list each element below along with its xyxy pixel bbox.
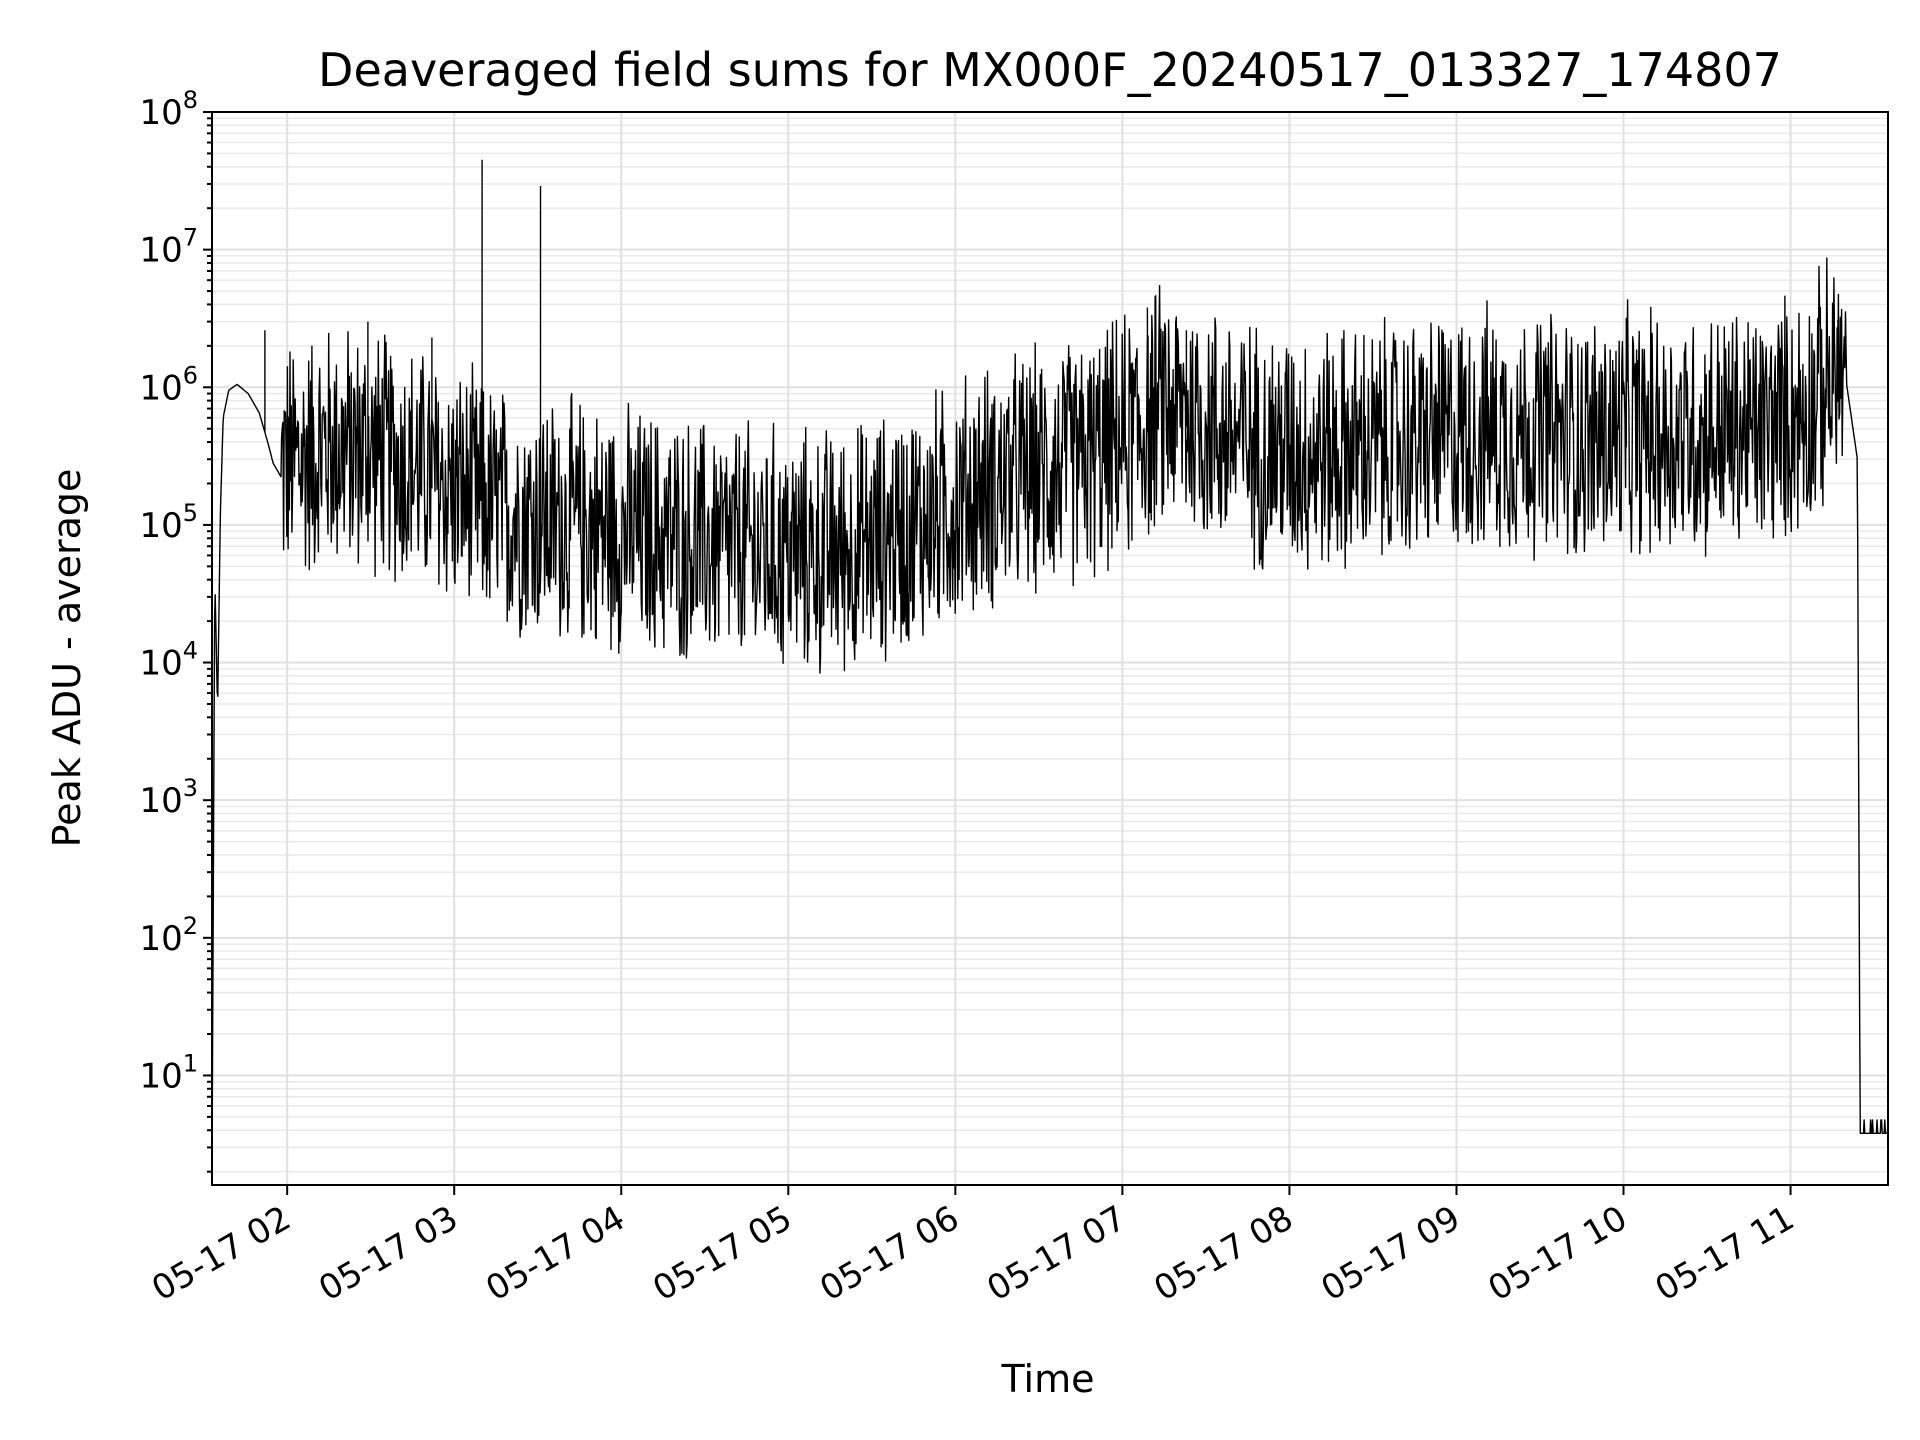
y-tick-label: 105 <box>139 499 198 546</box>
series-line <box>211 159 1889 1186</box>
y-tick-label: 101 <box>139 1049 198 1096</box>
y-axis-label: Peak ADU - average <box>45 469 89 848</box>
x-tick-label: 05-17 07 <box>980 1198 1132 1309</box>
x-tick-label: 05-17 09 <box>1315 1198 1467 1309</box>
x-tick-label: 05-17 04 <box>479 1198 631 1309</box>
x-tick-label: 05-17 06 <box>813 1198 965 1309</box>
x-tick-label: 05-17 11 <box>1649 1198 1801 1309</box>
series-layer <box>211 159 1889 1186</box>
x-tick-label: 05-17 08 <box>1148 1198 1300 1309</box>
x-tick-label: 05-17 10 <box>1482 1198 1634 1309</box>
y-tick-label: 103 <box>139 774 198 821</box>
y-tick-label: 108 <box>139 86 198 133</box>
grid <box>212 111 1888 1185</box>
y-tick-label: 104 <box>139 637 198 684</box>
x-tick-label: 05-17 02 <box>145 1198 297 1309</box>
y-tick-label: 106 <box>139 361 198 408</box>
y-tick-label: 107 <box>139 224 198 271</box>
y-tick-label: 102 <box>139 912 198 959</box>
x-axis-label: Time <box>1001 1357 1095 1401</box>
plot-frame <box>211 111 1889 1186</box>
x-tick-label: 05-17 03 <box>312 1198 464 1309</box>
chart-title: Deaveraged field sums for MX000F_2024051… <box>318 43 1782 97</box>
x-tick-label: 05-17 05 <box>646 1198 798 1309</box>
axis-ticks: 101 102 103 104 105 106 107 108 05-17 02 05-17 03… <box>139 86 1801 1309</box>
